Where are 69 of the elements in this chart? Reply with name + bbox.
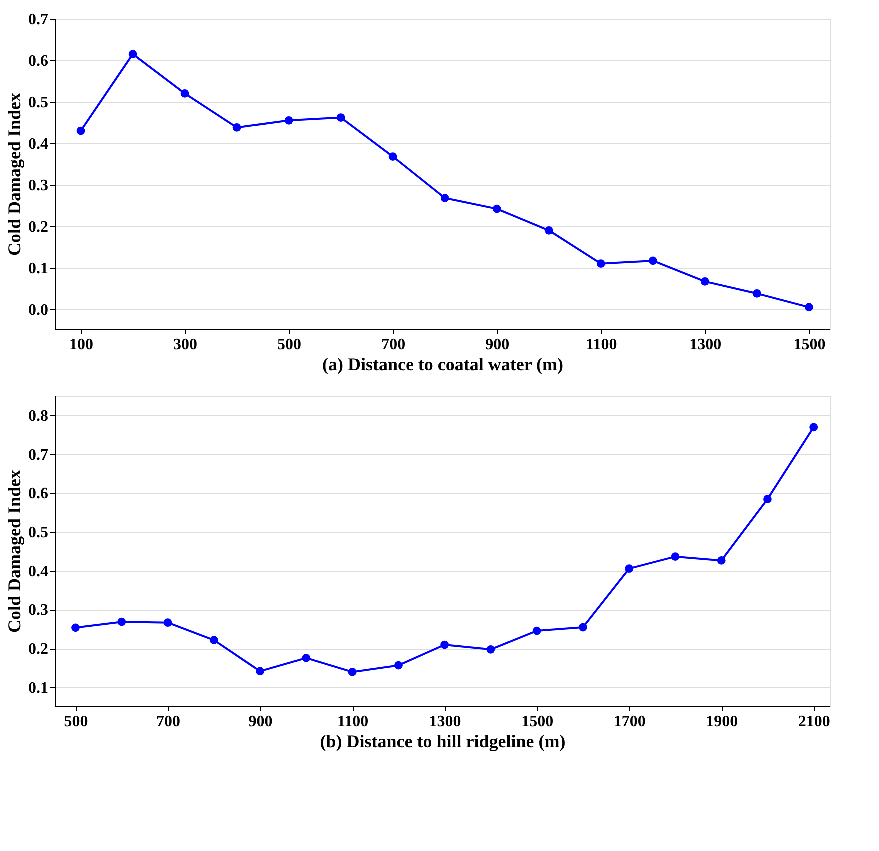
- x-tick-label: 100: [70, 336, 94, 354]
- x-tick-label: 1500: [794, 336, 826, 354]
- point: [544, 226, 554, 235]
- x-tick-label: 1300: [690, 336, 722, 354]
- point: [764, 495, 772, 504]
- x-tick-label: 300: [174, 336, 198, 354]
- point: [388, 152, 398, 161]
- point: [717, 556, 726, 565]
- point: [232, 124, 242, 132]
- y-axis-title: Cold Damaged Index: [4, 92, 24, 256]
- x-tick-label: 2100: [798, 714, 830, 730]
- point: [118, 618, 126, 626]
- point: [394, 661, 403, 670]
- point: [76, 126, 86, 136]
- point: [625, 564, 634, 574]
- y-tick-label: 0.2: [28, 218, 48, 236]
- y-tick-label: 0.4: [28, 136, 48, 153]
- point: [579, 623, 588, 632]
- y-tick-label: 0.7: [28, 446, 48, 464]
- point: [596, 260, 606, 268]
- point: [648, 256, 658, 266]
- y-tick-label: 0.2: [28, 641, 48, 658]
- x-tick-label: 1500: [522, 714, 554, 730]
- x-axis-title: (a) Distance to coatal water (m): [322, 354, 564, 374]
- point: [492, 204, 502, 214]
- point: [302, 654, 311, 662]
- x-tick-label: 500: [64, 714, 88, 730]
- x-tick-label: 500: [278, 336, 302, 354]
- point: [284, 116, 294, 125]
- x-tick-label: 700: [156, 714, 181, 730]
- x-tick-label: 700: [382, 336, 406, 354]
- y-tick-label: 0.4: [28, 563, 48, 580]
- y-tick-label: 0.3: [28, 602, 48, 620]
- point: [753, 290, 762, 298]
- x-tick-label: 1100: [337, 714, 369, 730]
- y-tick-label: 0.3: [28, 177, 48, 194]
- point: [440, 640, 449, 650]
- point: [671, 552, 680, 561]
- point: [348, 668, 357, 676]
- point: [486, 645, 496, 654]
- point: [532, 626, 542, 636]
- y-axis-title: Cold Damaged Index: [4, 470, 24, 634]
- y-tick-label: 0.6: [28, 53, 48, 70]
- y-tick-label: 0.8: [28, 408, 48, 425]
- point: [128, 50, 138, 58]
- point: [805, 303, 814, 312]
- point: [440, 194, 450, 202]
- y-tick-label: 0.5: [28, 94, 48, 112]
- y-tick-label: 0.1: [28, 260, 48, 278]
- point: [72, 624, 80, 632]
- point: [210, 636, 218, 645]
- point: [700, 278, 710, 286]
- x-tick-label: 900: [486, 336, 510, 354]
- x-tick-label: 1100: [586, 336, 618, 354]
- point: [810, 423, 818, 432]
- x-tick-label: 1700: [614, 714, 646, 730]
- point: [164, 618, 172, 628]
- y-tick-label: 0.7: [28, 12, 48, 28]
- y-tick-label: 0.6: [28, 486, 48, 503]
- x-tick-label: 1900: [706, 714, 738, 730]
- x-tick-label: 1300: [429, 714, 462, 730]
- y-tick-label: 0.5: [28, 524, 48, 542]
- y-tick-label: 0.1: [28, 680, 48, 697]
- x-tick-label: 900: [248, 714, 273, 730]
- point: [336, 114, 346, 122]
- point: [180, 90, 190, 98]
- x-axis-title: (b) Distance to hill ridgeline (m): [320, 732, 566, 752]
- point: [256, 667, 264, 676]
- y-tick-label: 0.0: [28, 302, 48, 319]
